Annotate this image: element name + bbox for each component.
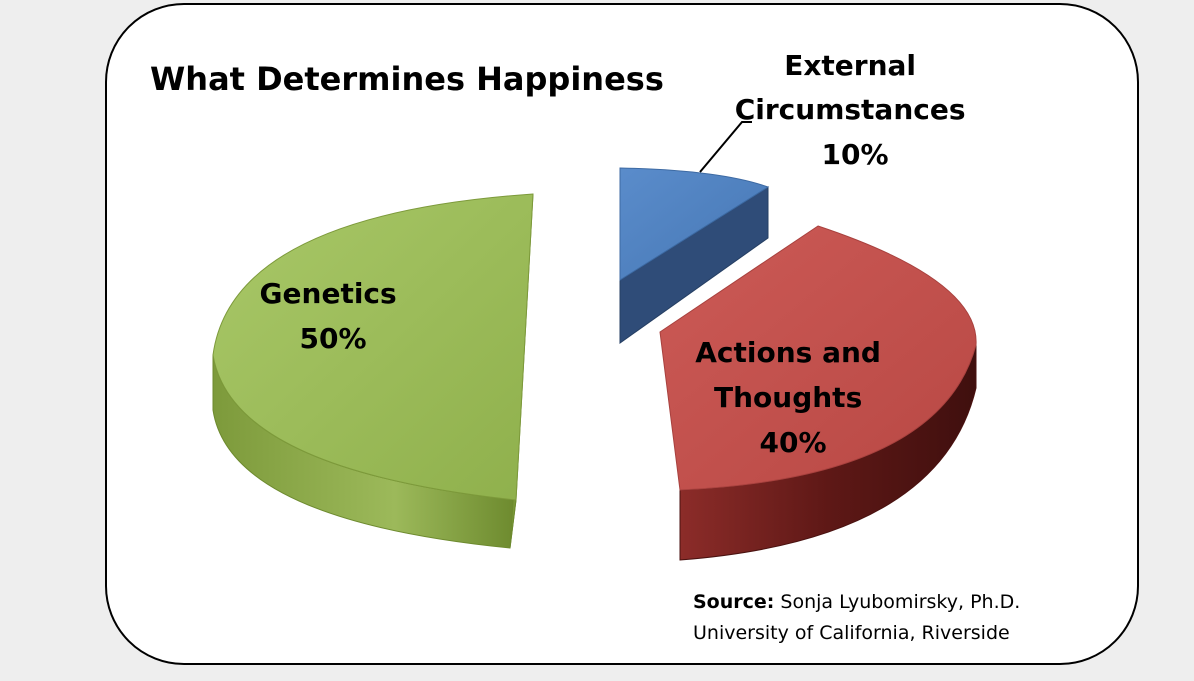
source-note: Source: Sonja Lyubomirsky, Ph.D. Univers…	[693, 591, 1026, 644]
source-line2: University of California, Riverside	[693, 622, 1010, 644]
label-external: External Circumstances 10%	[735, 49, 976, 171]
label-actions-line2: Thoughts	[714, 381, 862, 414]
source-label: Source:	[693, 591, 774, 613]
slice-external-top	[619, 167, 770, 281]
label-genetics: Genetics 50%	[260, 277, 407, 355]
label-genetics-value: 50%	[299, 322, 366, 355]
label-external-value: 10%	[821, 138, 888, 171]
label-actions: Actions and Thoughts 40%	[695, 336, 890, 459]
label-genetics-line1: Genetics	[260, 277, 397, 310]
slice-actions-top	[659, 225, 977, 491]
label-actions-value: 40%	[759, 426, 826, 459]
source-line1: Sonja Lyubomirsky, Ph.D.	[774, 591, 1020, 613]
label-actions-line1: Actions and	[695, 336, 881, 369]
slice-genetics-top	[212, 193, 534, 501]
label-external-line1: External	[784, 49, 916, 82]
slice-actions	[659, 225, 977, 561]
label-external-line2: Circumstances	[735, 93, 966, 126]
external-leader-line	[699, 121, 752, 173]
slice-external	[619, 167, 770, 344]
slice-genetics	[212, 193, 534, 549]
chart-title: What Determines Happiness	[150, 60, 664, 98]
